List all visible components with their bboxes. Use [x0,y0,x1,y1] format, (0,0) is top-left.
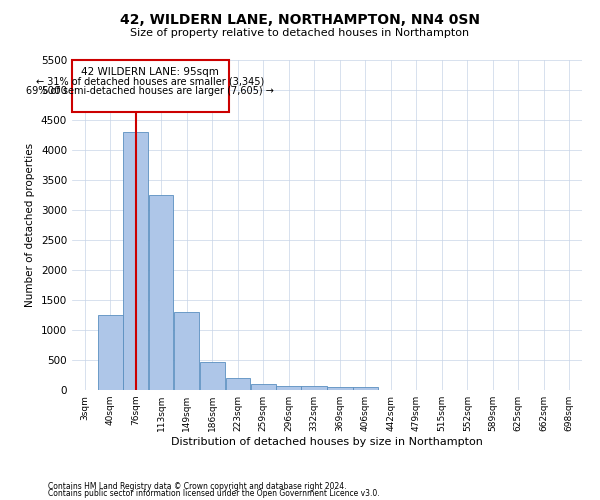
Text: Contains HM Land Registry data © Crown copyright and database right 2024.: Contains HM Land Registry data © Crown c… [48,482,347,491]
Bar [353,387,377,390]
Bar [277,386,301,390]
Text: Size of property relative to detached houses in Northampton: Size of property relative to detached ho… [130,28,470,38]
Y-axis label: Number of detached properties: Number of detached properties [25,143,35,307]
Bar [327,387,353,390]
Bar [98,315,122,390]
Text: 42, WILDERN LANE, NORTHAMPTON, NN4 0SN: 42, WILDERN LANE, NORTHAMPTON, NN4 0SN [120,12,480,26]
Bar [200,362,225,390]
Bar [72,60,229,112]
Bar [174,312,199,390]
Bar [301,386,327,390]
Text: 69% of semi-detached houses are larger (7,605) →: 69% of semi-detached houses are larger (… [26,86,274,96]
Text: ← 31% of detached houses are smaller (3,345): ← 31% of detached houses are smaller (3,… [36,76,265,86]
Bar [251,384,276,390]
Bar [226,378,250,390]
Text: Contains public sector information licensed under the Open Government Licence v3: Contains public sector information licen… [48,490,380,498]
X-axis label: Distribution of detached houses by size in Northampton: Distribution of detached houses by size … [171,437,483,447]
Text: 42 WILDERN LANE: 95sqm: 42 WILDERN LANE: 95sqm [82,66,220,76]
Bar [123,132,148,390]
Bar [149,195,173,390]
